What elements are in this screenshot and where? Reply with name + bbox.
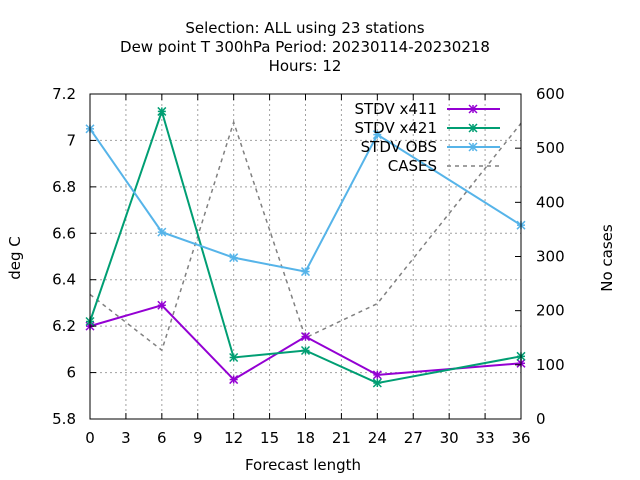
series-line-cases: [89, 119, 522, 352]
x-tick-label: 21: [332, 429, 351, 447]
data-point-stdv-x411: [157, 300, 167, 310]
y2-tick-label: 300: [536, 248, 565, 266]
y-tick-label: 6: [66, 364, 76, 382]
x-tick-label: 15: [260, 429, 279, 447]
data-point-stdv-x421: [229, 352, 239, 363]
legend-label-cases: CASES: [388, 157, 437, 175]
y-tick-label: 7: [66, 131, 76, 149]
legend-marker-stdv-x411: [468, 104, 478, 114]
y-axis-label: deg C: [6, 236, 24, 280]
x-tick-label: 24: [368, 429, 387, 447]
series-line-stdv-x411: [89, 304, 522, 381]
x-tick-label: 12: [224, 429, 243, 447]
data-point-stdv-obs: [300, 267, 311, 277]
legend-label-stdv-obs: STDV OBS: [361, 138, 437, 156]
y-tick-label: 6.2: [52, 317, 76, 335]
y2-tick-label: 500: [536, 139, 565, 157]
y2-tick-label: 400: [536, 193, 565, 211]
y2-tick-label: 600: [536, 85, 565, 103]
x-tick-label: 27: [404, 429, 423, 447]
legend-marker-stdv-x421: [468, 123, 478, 133]
x-tick-label: 30: [440, 429, 459, 447]
data-point-stdv-x411: [372, 370, 382, 380]
x-tick-label: 36: [511, 429, 530, 447]
data-point-stdv-x421: [372, 378, 382, 388]
y2-tick-label: 200: [536, 302, 565, 320]
x-tick-label: 0: [85, 429, 95, 447]
x-tick-label: 6: [157, 429, 167, 447]
data-point-stdv-obs: [157, 227, 167, 237]
x-tick-label: 33: [476, 429, 495, 447]
series-layer: [85, 106, 526, 388]
legend-label-stdv-x421: STDV x421: [354, 119, 437, 137]
y-tick-label: 6.8: [52, 178, 76, 196]
y2-axis-label: No cases: [598, 224, 616, 292]
x-tick-label: 18: [296, 429, 315, 447]
legend-label-stdv-x411: STDV x411: [354, 100, 437, 118]
data-point-stdv-x411: [300, 332, 311, 342]
series-line-stdv-x421: [89, 108, 522, 385]
legend-marker-stdv-obs: [468, 142, 478, 152]
y-tick-label: 6.4: [52, 271, 76, 289]
chart-title-line-2: Dew point T 300hPa Period: 20230114-2023…: [120, 38, 490, 56]
y-tick-label: 7.2: [52, 85, 76, 103]
data-point-stdv-x421: [300, 345, 311, 356]
y2-tick-label: 0: [536, 410, 546, 428]
y2-tick-label: 100: [536, 356, 565, 374]
chart-title-line-3: Hours: 12: [269, 57, 342, 75]
y-tick-label: 5.8: [52, 410, 76, 428]
y-tick-label: 6.6: [52, 224, 76, 242]
chart-title: Selection: ALL using 23 stations Dew poi…: [120, 19, 490, 75]
series-line-stdv-obs: [89, 128, 522, 273]
data-point-stdv-obs: [372, 130, 382, 140]
x-axis-label: Forecast length: [245, 456, 361, 474]
data-point-stdv-x411: [229, 375, 239, 385]
x-tick-label: 9: [193, 429, 203, 447]
grid: [89, 93, 522, 420]
x-tick-label: 3: [121, 429, 131, 447]
data-point-stdv-x421: [157, 106, 167, 116]
data-point-stdv-obs: [229, 253, 239, 263]
chart-title-line-1: Selection: ALL using 23 stations: [185, 19, 424, 37]
axis-ticks: 0 3 6 9 12 15 18 21 24 27 30 33 365.866.26.46.66.877…: [52, 85, 565, 447]
